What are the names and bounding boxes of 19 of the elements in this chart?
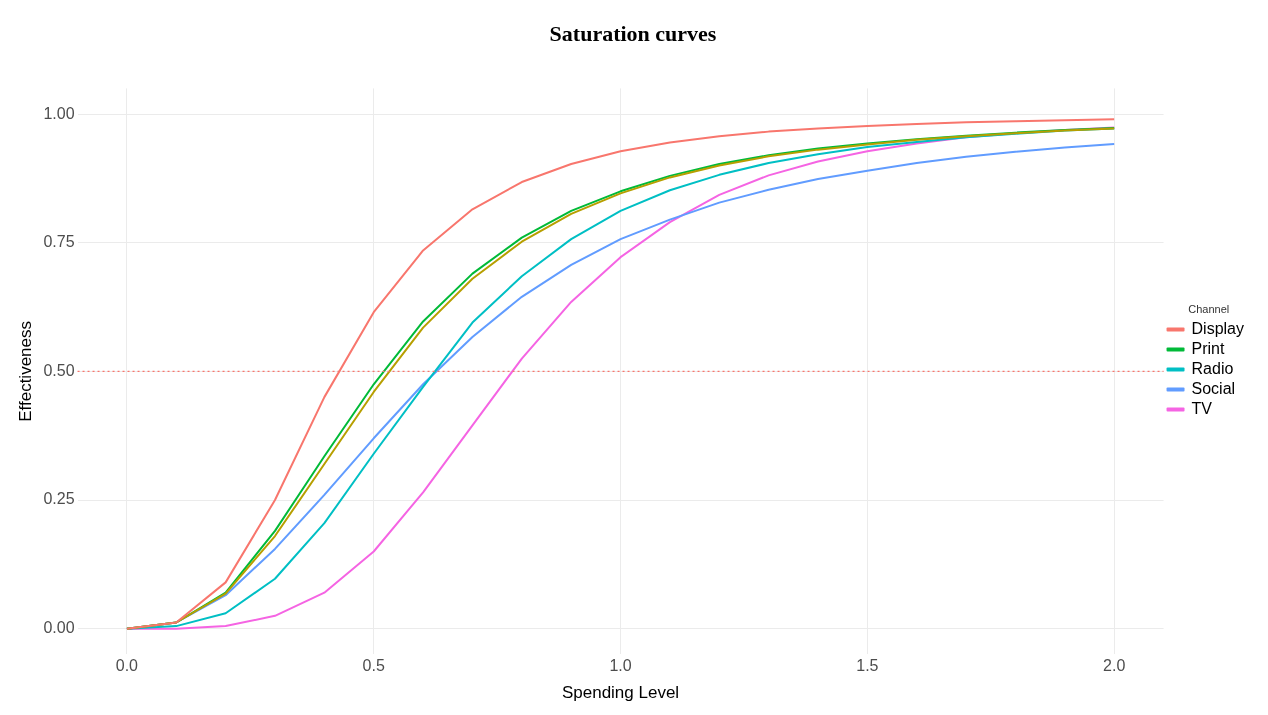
y-axis-title: Effectiveness [15, 321, 35, 422]
y-tick-label: 0.25 [43, 490, 75, 508]
x-axis-title: Spending Level [561, 683, 680, 703]
chart-title: Saturation curves [549, 20, 717, 46]
legend-title: Channel [1188, 302, 1230, 315]
y-tick-label: 0.00 [43, 619, 75, 637]
legend-label: Display [1191, 320, 1245, 338]
x-tick-label: 0.0 [115, 657, 139, 675]
x-tick-label: 0.5 [362, 657, 385, 675]
x-tick-label: 1.5 [856, 657, 879, 675]
x-tick-label: 1.0 [609, 657, 632, 675]
legend-label: Print [1191, 340, 1225, 358]
x-tick-label: 2.0 [1103, 657, 1126, 675]
legend-label: Radio [1191, 360, 1234, 378]
y-tick-label: 1.00 [43, 104, 75, 122]
legend-label: Social [1191, 380, 1236, 398]
legend-label: TV [1191, 400, 1213, 418]
y-tick-label: 0.75 [43, 233, 75, 251]
y-tick-label: 0.50 [43, 361, 75, 379]
